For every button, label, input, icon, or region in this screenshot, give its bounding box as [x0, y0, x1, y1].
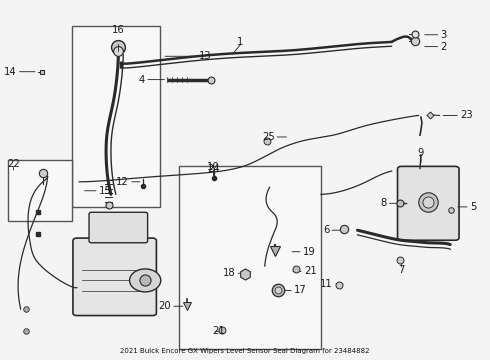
Bar [8, 160, 72, 221]
FancyBboxPatch shape [73, 238, 156, 316]
Text: 18: 18 [223, 268, 236, 278]
Text: 14: 14 [4, 67, 17, 77]
Text: 3: 3 [441, 30, 447, 40]
FancyBboxPatch shape [89, 212, 147, 243]
Text: 12: 12 [116, 177, 129, 187]
Text: 1: 1 [236, 37, 243, 47]
Text: 16: 16 [112, 25, 124, 35]
Text: 21: 21 [304, 266, 317, 276]
Bar [72, 26, 160, 207]
Text: 2021 Buick Encore GX Wipers Level Sensor Seal Diagram for 23484882: 2021 Buick Encore GX Wipers Level Sensor… [121, 348, 370, 354]
FancyBboxPatch shape [397, 166, 459, 240]
Text: 5: 5 [470, 202, 476, 212]
Text: 2: 2 [441, 42, 447, 51]
Text: 9: 9 [418, 148, 424, 158]
Text: 25: 25 [262, 132, 274, 142]
Text: 22: 22 [7, 159, 20, 169]
Text: 19: 19 [303, 247, 316, 257]
Text: 13: 13 [199, 51, 212, 61]
Circle shape [129, 269, 161, 292]
Text: 15: 15 [99, 186, 112, 196]
Text: 23: 23 [460, 111, 473, 121]
Text: 10: 10 [207, 162, 220, 172]
Bar [179, 166, 321, 348]
Text: 7: 7 [398, 265, 405, 275]
Text: 6: 6 [323, 225, 329, 235]
Text: 11: 11 [320, 279, 333, 289]
Text: 4: 4 [139, 75, 145, 85]
Text: 17: 17 [294, 285, 307, 296]
Text: 8: 8 [381, 198, 387, 208]
Text: 21: 21 [213, 326, 225, 336]
Text: 24: 24 [207, 163, 220, 174]
Text: 20: 20 [158, 301, 171, 311]
